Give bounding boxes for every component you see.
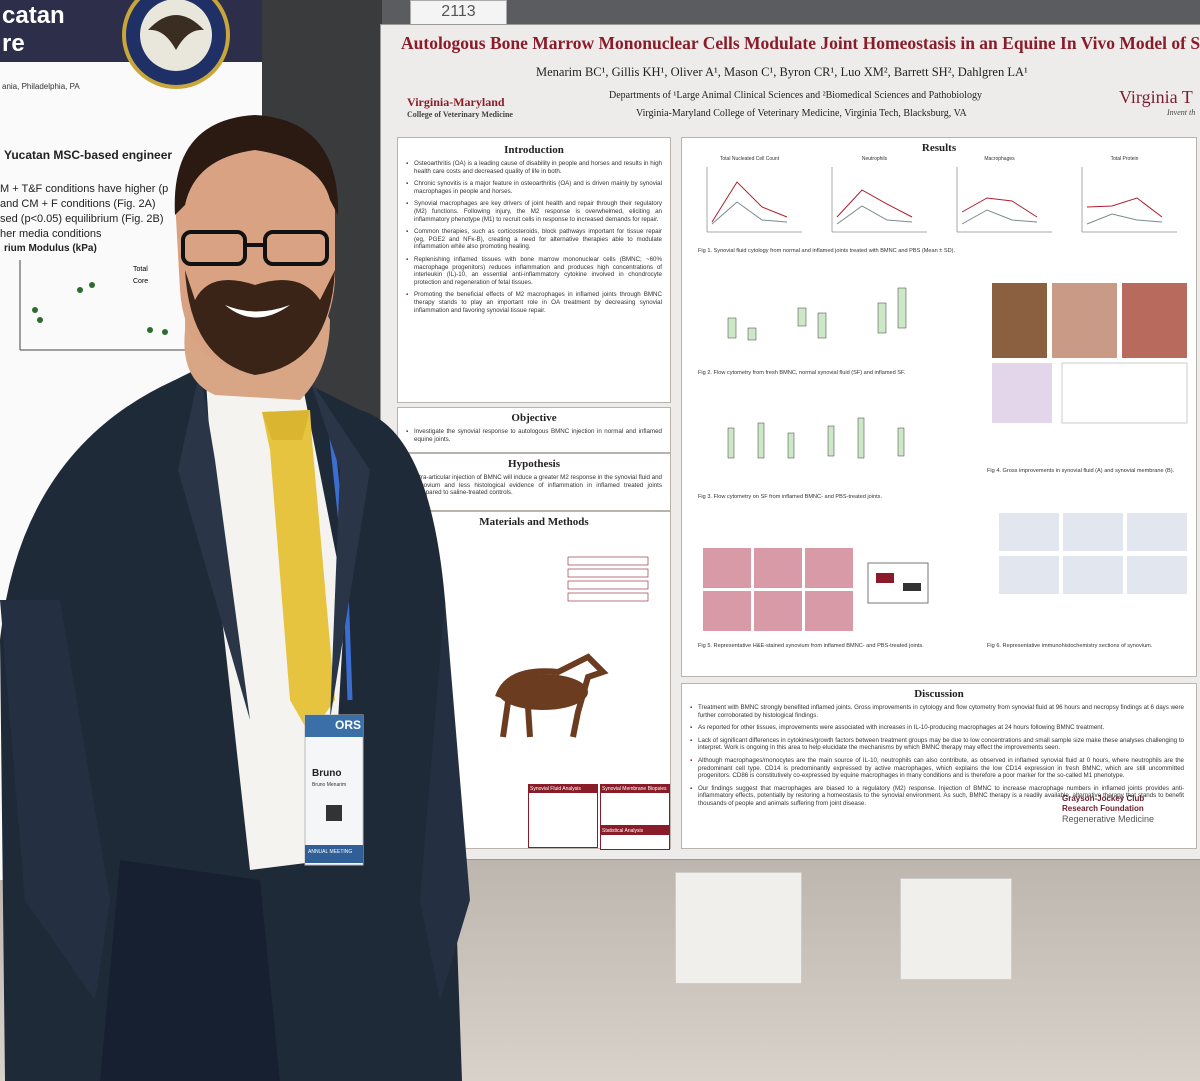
methods-box-title: Statistical Analysis — [601, 827, 669, 835]
mini-plot — [1081, 167, 1177, 233]
bullet: Treatment with BMNC strongly benefited i… — [690, 704, 1184, 719]
methods-diagram — [495, 556, 649, 738]
axis-label: rium Modulus (kPa) — [4, 243, 97, 254]
flow-boxplots — [727, 417, 905, 459]
methods-box-title: Synovial Fluid Analysis — [529, 785, 597, 793]
chart-title: Total Protein — [1110, 156, 1139, 162]
text-line: sed (p<0.05) equilibrium (Fig. 2B) — [0, 213, 164, 225]
mini-chart: Neutrophils — [817, 156, 932, 246]
figure-caption: Fig 5. Representative H&E-stained synovi… — [698, 643, 924, 649]
logo-left: Virginia-Maryland College of Veterinary … — [407, 95, 513, 119]
bullet: Replenishing inflamed tissues with bone … — [406, 256, 662, 286]
logo-text: Virginia-Maryland — [407, 95, 505, 109]
bullet: Lack of significant differences in cytok… — [690, 737, 1184, 752]
section-heading: Introduction — [504, 144, 564, 156]
text-line: M + T&F conditions have higher (p — [0, 183, 169, 195]
methods-box: Statistical Analysis — [600, 826, 670, 850]
main-poster: Autologous Bone Marrow Mononuclear Cells… — [380, 24, 1200, 860]
title-line: re — [2, 30, 25, 57]
authors: Menarim BC¹, Gillis KH¹, Oliver A¹, Maso… — [536, 65, 1028, 79]
methods-box: Synovial Fluid Analysis — [528, 784, 598, 848]
chart-title: Total Nucleated Cell Count — [719, 156, 780, 162]
legend-entry: Core — [133, 278, 149, 285]
affiliation: ania, Philadelphia, PA — [2, 82, 80, 91]
figure-caption: Fig 3. Flow cytometry on SF from inflame… — [698, 494, 883, 500]
mini-chart: Total Nucleated Cell Count — [692, 156, 807, 246]
left-chart — [19, 260, 200, 351]
section-heading: Yucatan MSC-based engineer — [4, 148, 173, 162]
discussion-panel: Discussion Grayson-Jockey Club Research … — [681, 683, 1197, 849]
bullet: Our findings suggest that macrophages ar… — [690, 785, 1184, 808]
badge-ribbon: ANNUAL MEETING — [308, 849, 353, 855]
section-heading: Objective — [511, 412, 557, 424]
section-heading: Results — [921, 142, 957, 154]
logo-text: Virginia T — [1119, 87, 1193, 107]
ihc-images — [999, 513, 1187, 594]
introduction-panel: Introduction Osteoarthritis (OA) is a le… — [397, 137, 671, 403]
section-heading: Materials and Methods — [479, 516, 589, 528]
text-line: her media conditions — [0, 228, 102, 240]
logo-right: Virginia T Invent th — [1119, 87, 1195, 117]
logo-text: Invent th — [1167, 108, 1196, 117]
figure-caption: Fig 6. Representative immunohistochemist… — [987, 643, 1153, 649]
poster-title: Autologous Bone Marrow Mononuclear Cells… — [401, 33, 1200, 53]
figure-caption: Fig 4. Gross improvements in synovial fl… — [987, 468, 1175, 474]
flow-boxplots — [727, 287, 907, 341]
mini-chart: Macrophages — [942, 156, 1057, 246]
college: Virginia-Maryland College of Veterinary … — [636, 108, 967, 119]
badge-logo: ORS — [335, 718, 362, 732]
mini-plot — [956, 167, 1052, 233]
objective-panel: Objective Investigate the synovial respo… — [397, 407, 671, 453]
bullet: Chronic synovitis is a major feature in … — [406, 180, 662, 195]
bullet: Promoting the beneficial effects of M2 m… — [406, 291, 662, 314]
bullet: As reported for other tissues, improveme… — [690, 724, 1184, 732]
text-line: and CM + F conditions (Fig. 2A) — [0, 198, 156, 210]
hypothesis-panel: Hypothesis Intra-articular injection of … — [397, 453, 671, 511]
text-block: M + T&F conditions have higher (p and CM … — [0, 182, 168, 242]
table-cloth — [900, 878, 1012, 980]
sponsor-text: Research Foundation — [1062, 804, 1144, 813]
chart-title: Macrophages — [984, 156, 1015, 162]
logo-text: College of Veterinary Medicine — [407, 110, 513, 119]
person — [0, 115, 470, 1081]
figure-caption: Fig 2. Flow cytometry from fresh BMNC, n… — [698, 370, 906, 376]
gross-images — [992, 283, 1188, 424]
chart-row: Total Nucleated Cell Count Neutrophils Mac… — [692, 156, 1192, 246]
objective-text: Investigate the synovial response to aut… — [406, 428, 662, 443]
seal — [122, 0, 230, 89]
bullet: Osteoarthritis (OA) is a leading cause o… — [406, 160, 662, 175]
bullet: Synovial macrophages are key drivers of … — [406, 200, 662, 223]
sponsor-text: Regenerative Medicine — [1062, 814, 1155, 824]
badge-full-name: Bruno Menarim — [312, 782, 347, 788]
chart-title: Neutrophils — [861, 156, 888, 162]
section-heading: Discussion — [914, 688, 964, 700]
section-heading: Hypothesis — [508, 458, 560, 470]
left-poster-title: catan re — [2, 2, 65, 58]
histology-images — [703, 548, 929, 631]
results-panel: Results Total Nucleated Cell Count Neutro… — [681, 137, 1197, 677]
mini-chart: Total Protein — [1067, 156, 1182, 246]
methods-box: Synovial Membrane Biopsies — [600, 784, 670, 826]
table-cloth — [675, 872, 802, 984]
departments: Departments of ¹Large Animal Clinical Sc… — [609, 90, 982, 101]
methods-box-title: Synovial Membrane Biopsies — [601, 785, 669, 793]
badge-name: Bruno — [312, 768, 342, 779]
bullet: Common therapies, such as corticosteroid… — [406, 228, 662, 251]
legend-entry: Total — [133, 266, 148, 273]
mini-plot — [831, 167, 927, 233]
bullet: Although macrophages/monocytes are the m… — [690, 757, 1184, 780]
figure-caption: Fig 1. Synovial fluid cytology from norm… — [698, 248, 956, 254]
title-line: catan — [2, 2, 65, 29]
mini-plot — [706, 167, 802, 233]
